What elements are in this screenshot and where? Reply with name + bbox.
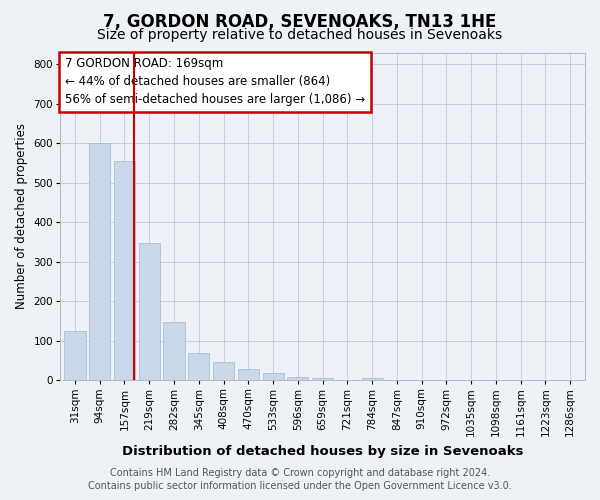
Bar <box>238 370 259 380</box>
Text: Contains HM Land Registry data © Crown copyright and database right 2024.
Contai: Contains HM Land Registry data © Crown c… <box>88 468 512 491</box>
Bar <box>139 243 160 380</box>
Bar <box>64 331 86 380</box>
Bar <box>89 144 110 380</box>
Text: Size of property relative to detached houses in Sevenoaks: Size of property relative to detached ho… <box>97 28 503 42</box>
Bar <box>362 378 383 380</box>
Bar <box>312 378 333 380</box>
Text: 7, GORDON ROAD, SEVENOAKS, TN13 1HE: 7, GORDON ROAD, SEVENOAKS, TN13 1HE <box>103 12 497 30</box>
Bar <box>163 322 185 380</box>
Bar <box>263 372 284 380</box>
X-axis label: Distribution of detached houses by size in Sevenoaks: Distribution of detached houses by size … <box>122 444 523 458</box>
Bar <box>188 353 209 380</box>
Bar <box>287 378 308 380</box>
Y-axis label: Number of detached properties: Number of detached properties <box>15 124 28 310</box>
Bar <box>114 161 135 380</box>
Text: 7 GORDON ROAD: 169sqm
← 44% of detached houses are smaller (864)
56% of semi-det: 7 GORDON ROAD: 169sqm ← 44% of detached … <box>65 58 365 106</box>
Bar <box>213 362 234 380</box>
